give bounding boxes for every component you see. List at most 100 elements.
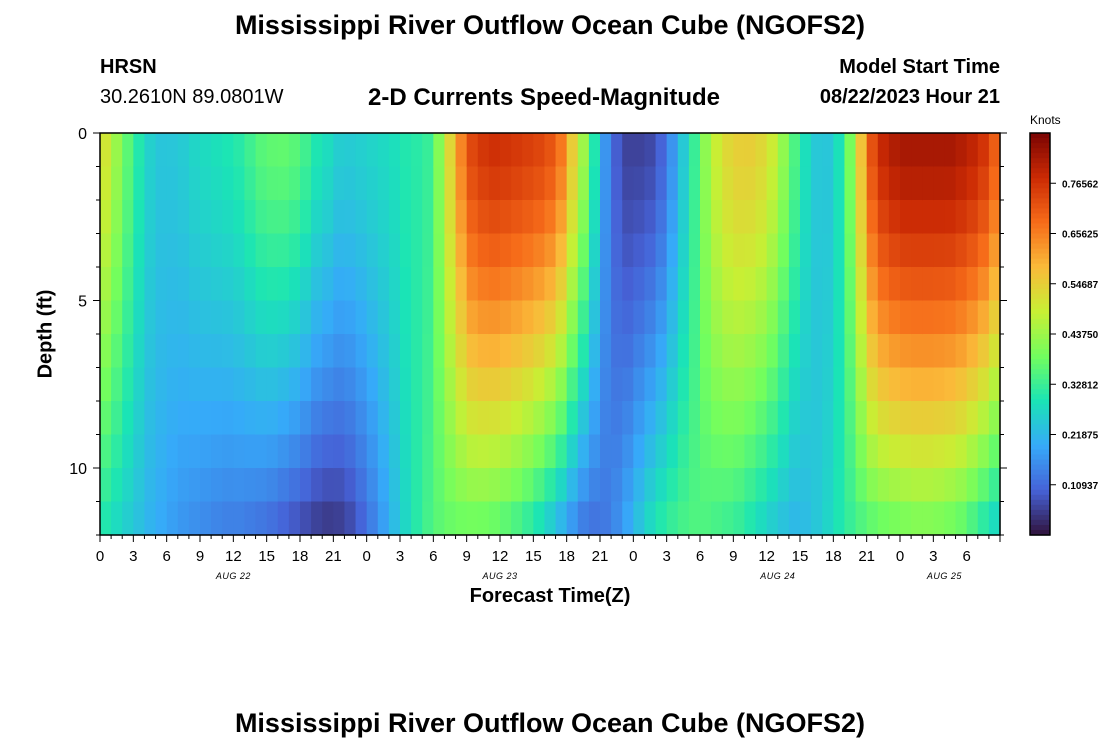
heatmap-cell xyxy=(777,434,790,469)
heatmap-cell xyxy=(577,166,590,201)
heatmap-cell xyxy=(811,200,823,235)
heatmap-cell xyxy=(733,200,746,235)
heatmap-cell xyxy=(888,166,901,201)
colorbar-segment xyxy=(1030,178,1050,184)
heatmap-cell xyxy=(788,501,801,536)
heatmap-cell xyxy=(344,267,357,302)
heatmap-cell xyxy=(855,367,868,402)
heatmap-cell xyxy=(544,367,557,402)
colorbar-segment xyxy=(1030,444,1050,451)
heatmap-cell xyxy=(111,300,123,335)
heatmap-cell xyxy=(611,133,623,168)
heatmap-cell xyxy=(966,434,979,469)
heatmap-cell xyxy=(422,233,434,268)
heatmap-cell xyxy=(877,166,890,201)
heatmap-cell xyxy=(366,133,379,168)
heatmap-cell xyxy=(255,468,268,503)
heatmap-cell xyxy=(300,233,312,268)
heatmap-cell xyxy=(222,334,234,369)
heatmap-cell xyxy=(755,468,768,503)
heatmap-cell xyxy=(222,133,234,168)
heatmap-cell xyxy=(944,334,957,369)
heatmap-cell xyxy=(855,334,868,369)
heatmap-cell xyxy=(866,401,879,436)
heatmap-cell xyxy=(588,401,601,436)
heatmap-cell xyxy=(877,434,890,469)
heatmap-cell xyxy=(200,468,212,503)
heatmap-cell xyxy=(777,300,790,335)
heatmap-cell xyxy=(922,233,934,268)
heatmap-cell xyxy=(811,267,823,302)
heatmap-cell xyxy=(366,434,379,469)
heatmap-cell xyxy=(944,300,957,335)
heatmap-cell xyxy=(333,166,346,201)
heatmap-cell xyxy=(422,300,434,335)
heatmap-cell xyxy=(644,267,657,302)
heatmap-cell xyxy=(622,334,634,369)
heatmap-cell xyxy=(422,166,434,201)
heatmap-cell xyxy=(922,200,934,235)
heatmap-cell xyxy=(222,166,234,201)
heatmap-cell xyxy=(277,133,290,168)
heatmap-cell xyxy=(600,133,612,168)
heatmap-cell xyxy=(822,501,834,536)
heatmap-cell xyxy=(555,434,568,469)
heatmap-cell xyxy=(644,233,657,268)
heatmap-cell xyxy=(844,166,857,201)
heatmap-cell xyxy=(433,300,446,335)
colorbar-segment xyxy=(1030,298,1050,305)
heatmap-cell xyxy=(800,468,812,503)
heatmap-cell xyxy=(788,401,801,436)
second-chart-title: Mississippi River Outflow Ocean Cube (NG… xyxy=(234,708,866,738)
heatmap-cell xyxy=(244,367,257,402)
heatmap-cell xyxy=(755,166,768,201)
heatmap-cell xyxy=(800,401,812,436)
heatmap-cell xyxy=(944,401,957,436)
heatmap-cell xyxy=(733,267,746,302)
heatmap-cell xyxy=(433,468,446,503)
heatmap-cell xyxy=(377,468,390,503)
heatmap-cell xyxy=(866,166,879,201)
heatmap-cell xyxy=(677,468,690,503)
heatmap-cell xyxy=(155,501,168,536)
heatmap-cell xyxy=(788,367,801,402)
heatmap-cell xyxy=(822,468,834,503)
heatmap-cell xyxy=(455,267,468,302)
heatmap-cell xyxy=(911,267,923,302)
heatmap-cell xyxy=(777,501,790,536)
heatmap-cell xyxy=(533,434,546,469)
heatmap-cell xyxy=(166,300,179,335)
heatmap-cell xyxy=(522,367,534,402)
heatmap-cell xyxy=(677,300,690,335)
colorbar-segment xyxy=(1030,519,1050,526)
heatmap-cell xyxy=(266,434,279,469)
heatmap-cell xyxy=(100,367,112,402)
heatmap-cell xyxy=(133,334,146,369)
heatmap-cell xyxy=(822,300,834,335)
heatmap-cell xyxy=(600,468,612,503)
heatmap-cell xyxy=(744,267,757,302)
heatmap-cell xyxy=(100,468,112,503)
heatmap-cell xyxy=(111,468,123,503)
colorbar-segment xyxy=(1030,524,1050,531)
heatmap-cell xyxy=(733,166,746,201)
heatmap-cell xyxy=(266,468,279,503)
heatmap-cell xyxy=(355,233,368,268)
heatmap-cell xyxy=(733,434,746,469)
heatmap-cell xyxy=(622,200,634,235)
heatmap-cell xyxy=(388,401,401,436)
heatmap-cell xyxy=(122,267,134,302)
heatmap-cell xyxy=(188,334,201,369)
heatmap-cell xyxy=(544,501,557,536)
x-tick-label: 9 xyxy=(462,548,470,565)
heatmap-cell xyxy=(955,468,968,503)
heatmap-cell xyxy=(588,233,601,268)
heatmap-cell xyxy=(311,401,323,436)
heatmap-cell xyxy=(266,401,279,436)
heatmap-cell xyxy=(444,133,457,168)
heatmap-cell xyxy=(822,267,834,302)
heatmap-cell xyxy=(744,367,757,402)
heatmap-cell xyxy=(600,434,612,469)
heatmap-cell xyxy=(477,200,490,235)
colorbar-segment xyxy=(1030,153,1050,159)
